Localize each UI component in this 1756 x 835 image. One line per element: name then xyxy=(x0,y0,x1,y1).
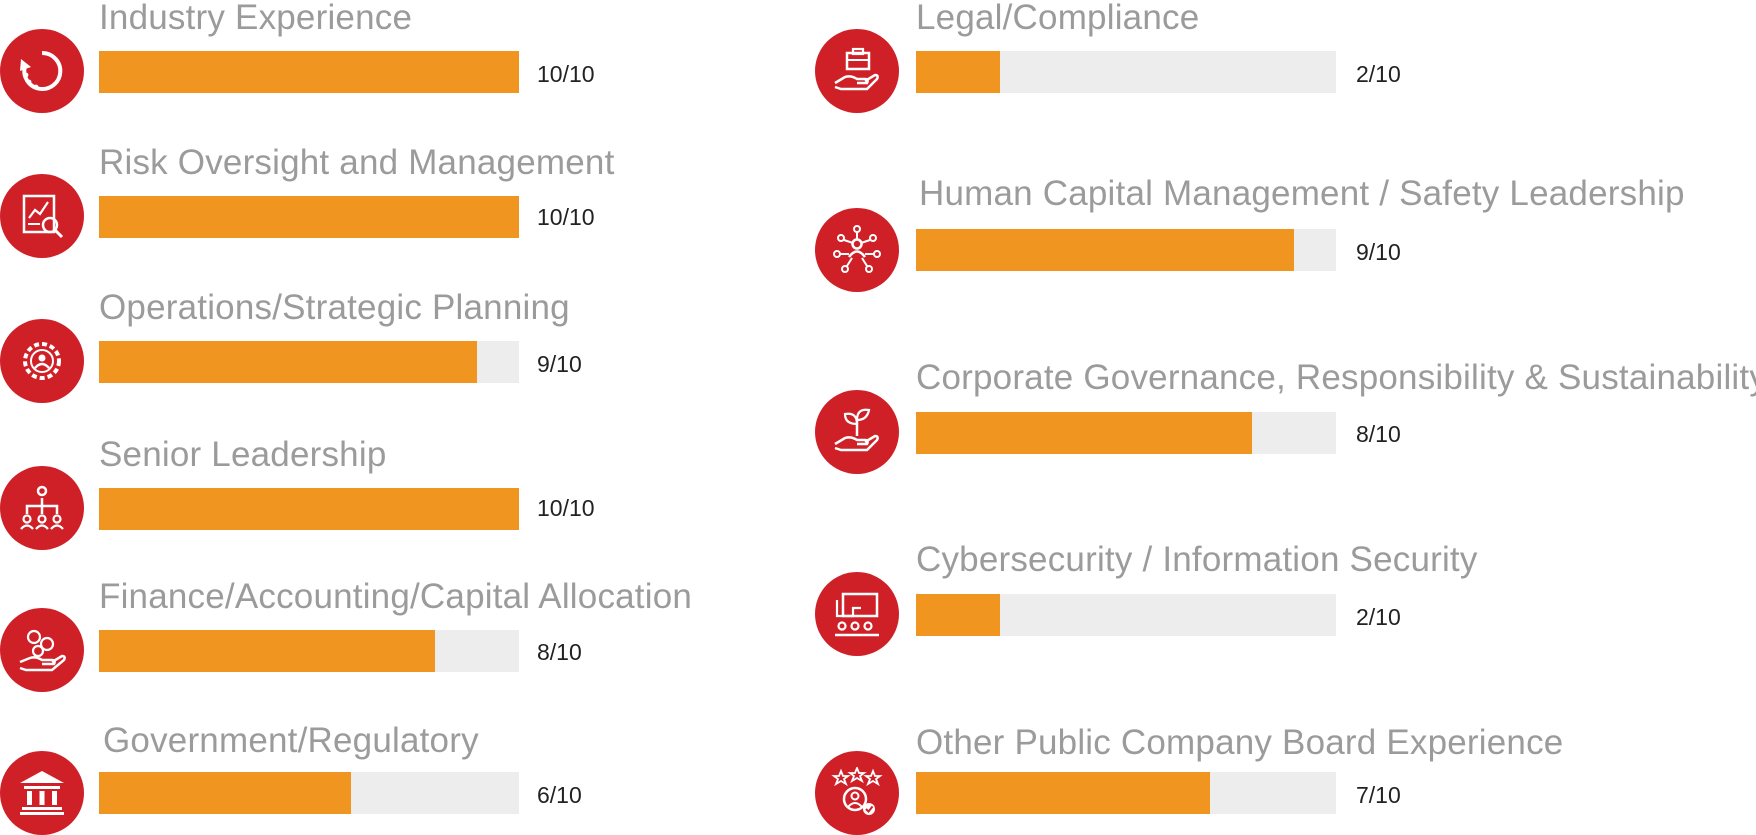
bar-track-senior-leadership xyxy=(99,488,519,530)
star-rating-person-icon xyxy=(815,751,899,835)
circular-arrows-icon xyxy=(0,29,84,113)
bar-score-risk-oversight-and-management: 10/10 xyxy=(537,204,595,230)
bar-fill-corporate-governance-responsibility-sustainability xyxy=(916,412,1252,454)
bar-score-senior-leadership: 10/10 xyxy=(537,495,595,521)
bar-label-risk-oversight-and-management: Risk Oversight and Management xyxy=(99,143,615,182)
bar-fill-operations-strategic-planning xyxy=(99,341,477,383)
bar-fill-senior-leadership xyxy=(99,488,519,530)
bar-label-human-capital-management-safety-leadership: Human Capital Management / Safety Leader… xyxy=(919,174,1685,213)
org-chart-icon xyxy=(0,466,84,550)
bar-label-other-public-company-board-experience: Other Public Company Board Experience xyxy=(916,723,1564,762)
gear-person-icon xyxy=(0,319,84,403)
bar-score-industry-experience: 10/10 xyxy=(537,61,595,87)
bar-label-industry-experience: Industry Experience xyxy=(99,0,413,37)
bar-fill-cybersecurity-information-security xyxy=(916,594,1000,636)
presentation-screen-icon xyxy=(815,572,899,656)
bar-score-other-public-company-board-experience: 7/10 xyxy=(1356,782,1401,808)
bar-score-human-capital-management-safety-leadership: 9/10 xyxy=(1356,239,1401,265)
bar-track-cybersecurity-information-security xyxy=(916,594,1336,636)
bar-track-industry-experience xyxy=(99,51,519,93)
bar-score-finance-accounting-capital-allocation: 8/10 xyxy=(537,639,582,665)
bar-fill-other-public-company-board-experience xyxy=(916,772,1210,814)
bar-track-finance-accounting-capital-allocation xyxy=(99,630,519,672)
bar-score-corporate-governance-responsibility-sustainability: 8/10 xyxy=(1356,421,1401,447)
hand-plant-icon xyxy=(815,390,899,474)
bar-fill-government-regulatory xyxy=(99,772,351,814)
bar-label-legal-compliance: Legal/Compliance xyxy=(916,0,1200,37)
bar-fill-legal-compliance xyxy=(916,51,1000,93)
bar-score-government-regulatory: 6/10 xyxy=(537,782,582,808)
bar-score-cybersecurity-information-security: 2/10 xyxy=(1356,604,1401,630)
bar-label-corporate-governance-responsibility-sustainability: Corporate Governance, Responsibility & S… xyxy=(916,358,1756,397)
bar-track-legal-compliance xyxy=(916,51,1336,93)
hand-coins-icon xyxy=(0,608,84,692)
bar-label-government-regulatory: Government/Regulatory xyxy=(103,721,479,760)
bar-fill-risk-oversight-and-management xyxy=(99,196,519,238)
bar-fill-human-capital-management-safety-leadership xyxy=(916,229,1294,271)
bar-label-senior-leadership: Senior Leadership xyxy=(99,435,387,474)
bar-fill-industry-experience xyxy=(99,51,519,93)
bar-score-legal-compliance: 2/10 xyxy=(1356,61,1401,87)
people-network-icon xyxy=(815,208,899,292)
bar-label-operations-strategic-planning: Operations/Strategic Planning xyxy=(99,288,570,327)
hand-briefcase-icon xyxy=(815,29,899,113)
bar-track-human-capital-management-safety-leadership xyxy=(916,229,1336,271)
bar-fill-finance-accounting-capital-allocation xyxy=(99,630,435,672)
bar-track-operations-strategic-planning xyxy=(99,341,519,383)
bar-track-corporate-governance-responsibility-sustainability xyxy=(916,412,1336,454)
bar-label-cybersecurity-information-security: Cybersecurity / Information Security xyxy=(916,540,1478,579)
bar-label-finance-accounting-capital-allocation: Finance/Accounting/Capital Allocation xyxy=(99,577,693,616)
government-building-icon xyxy=(0,751,84,835)
bar-track-risk-oversight-and-management xyxy=(99,196,519,238)
report-magnifier-icon xyxy=(0,174,84,258)
bar-track-other-public-company-board-experience xyxy=(916,772,1336,814)
bar-score-operations-strategic-planning: 9/10 xyxy=(537,351,582,377)
bar-track-government-regulatory xyxy=(99,772,519,814)
